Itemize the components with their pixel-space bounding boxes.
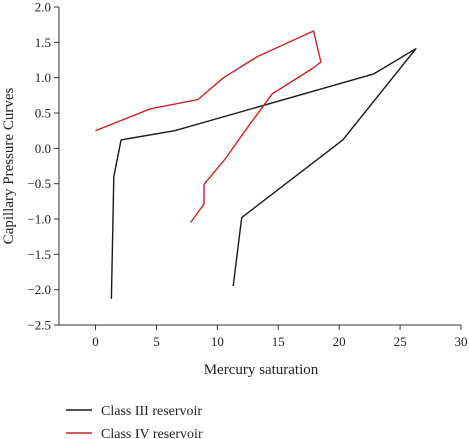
y-tick-label: 1.0 bbox=[35, 70, 51, 85]
plot-frame bbox=[58, 7, 461, 326]
x-tick-label: 20 bbox=[333, 334, 346, 349]
x-tick-label: 25 bbox=[394, 334, 407, 349]
series-lines bbox=[95, 30, 417, 299]
y-tick-label: −2.5 bbox=[27, 318, 51, 333]
x-tick-label: 10 bbox=[211, 334, 224, 349]
y-tick-label: 0.5 bbox=[35, 106, 51, 121]
y-tick-label: 0.0 bbox=[35, 141, 51, 156]
y-tick-label: 2.0 bbox=[35, 0, 51, 15]
y-tick-label: −1.5 bbox=[27, 247, 51, 262]
x-tick-label: 0 bbox=[92, 334, 99, 349]
x-axis: 0 5 10 15 20 25 30 bbox=[92, 325, 468, 349]
y-tick-label: −1.0 bbox=[27, 212, 51, 227]
x-tick-label: 30 bbox=[455, 334, 468, 349]
y-tick-label: −0.5 bbox=[27, 176, 51, 191]
y-tick-label: −2.0 bbox=[27, 282, 51, 297]
legend-label-class-iv: Class IV reservoir bbox=[101, 427, 203, 439]
series-line-class-iii bbox=[110, 48, 417, 299]
legend: Class III reservoir Class IV reservoir bbox=[66, 404, 203, 439]
x-axis-title: Mercury saturation bbox=[204, 362, 319, 378]
series-line-class-iv bbox=[95, 30, 322, 223]
legend-label-class-iii: Class III reservoir bbox=[101, 404, 202, 419]
x-tick-label: 5 bbox=[153, 334, 160, 349]
y-tick-label: 1.5 bbox=[35, 35, 51, 50]
y-axis-title: Capillary Pressure Curves bbox=[1, 88, 17, 245]
y-axis: −2.5 −2.0 −1.5 −1.0 −0.5 0.0 0.5 1.0 1.5 2.0 bbox=[27, 0, 59, 333]
x-tick-label: 15 bbox=[272, 334, 285, 349]
